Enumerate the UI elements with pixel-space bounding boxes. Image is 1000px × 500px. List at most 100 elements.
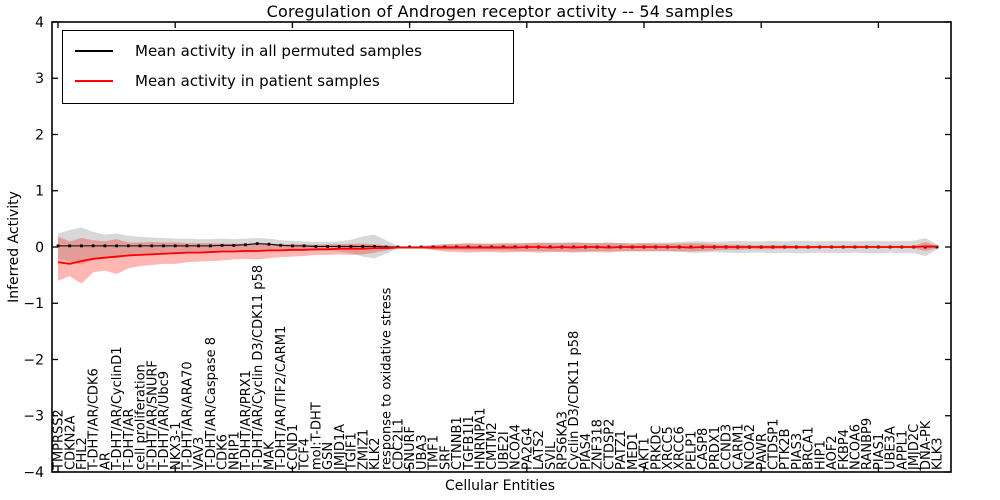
entity-label: PIAS4	[579, 433, 594, 470]
permuted-marker	[255, 242, 259, 246]
entity-label: PATZ1	[614, 430, 629, 470]
entity-label: SVIL	[544, 441, 559, 470]
permuted-marker	[279, 243, 283, 247]
y-tick-label: 3	[35, 71, 44, 87]
entity-label: T-DHT/AR/PRX1	[239, 370, 254, 471]
entity-label: TMPRSS2	[52, 409, 67, 471]
entity-label: T-DHT/AR/Ubc9	[157, 371, 172, 471]
entity-label: PAWR	[755, 433, 770, 470]
entity-label: DNA-PK	[919, 420, 934, 470]
permuted-marker	[337, 245, 341, 248]
entity-label: CTDSP1	[766, 419, 781, 470]
permuted-marker	[302, 244, 306, 248]
entity-label: T-DHT/AR/TIF2/CARM1	[274, 326, 289, 471]
permuted-marker	[244, 243, 247, 247]
entity-label: NKX3-1	[169, 422, 184, 470]
entity-label: NRIP1	[227, 431, 242, 470]
entity-label: RPS6KA3	[556, 411, 571, 470]
permuted-marker	[291, 244, 294, 248]
patient-mean-line	[57, 245, 937, 265]
entity-label: SRF	[438, 445, 453, 470]
entity-label: CDK6	[216, 434, 231, 470]
entity-label: JMJD1A	[333, 424, 348, 471]
entity-label: CASP8	[696, 428, 711, 470]
entity-label: response to oxidative stress	[380, 287, 395, 470]
entity-label: FKBP4	[837, 429, 852, 470]
permuted-marker	[349, 245, 353, 248]
permuted-std-band	[58, 227, 937, 265]
y-tick-label: −1	[23, 296, 44, 312]
entity-label: GSN	[321, 442, 336, 470]
entity-label: NCOA2	[743, 424, 758, 470]
entity-label: NCOA6	[849, 424, 864, 470]
permuted-marker	[126, 244, 130, 248]
permuted-marker	[384, 245, 388, 249]
permuted-marker	[326, 245, 329, 248]
entity-label: CTDSP2	[602, 419, 617, 470]
entity-label: KLK3	[931, 437, 946, 470]
permuted-marker	[138, 244, 142, 248]
entity-label: mol:T-DHT	[309, 402, 324, 470]
legend-label-permuted: Mean activity in all permuted samples	[135, 42, 422, 60]
entity-label: PIAS3	[790, 433, 805, 470]
entity-label: RANBP9	[860, 418, 875, 470]
y-tick-label: 4	[35, 15, 44, 31]
x-axis-label: Cellular Entities	[444, 478, 556, 494]
permuted-marker	[232, 243, 236, 247]
entity-label: T-DHT/AR	[122, 409, 137, 471]
entity-label: CCND3	[720, 424, 735, 470]
legend-item-permuted: Mean activity in all permuted samples	[75, 36, 501, 66]
permuted-marker	[162, 244, 165, 248]
permuted-marker	[103, 244, 107, 248]
entity-label: MED1	[626, 432, 641, 470]
legend: Mean activity in all permuted samples Me…	[62, 30, 514, 104]
entity-label: MAK	[263, 441, 278, 470]
entity-label: CCND1	[286, 424, 301, 470]
permuted-marker	[220, 243, 224, 247]
y-tick-label: 1	[35, 184, 44, 200]
entity-label: T-DHT/AR/Cyclin D3/CDK11 p58	[251, 265, 266, 471]
entity-label: PTK2B	[778, 429, 793, 471]
entity-label: XRCC5	[661, 426, 676, 470]
entity-label: PRKDC	[649, 426, 664, 470]
entity-label: KLK2	[368, 437, 383, 470]
permuted-marker	[185, 244, 189, 248]
entity-label: AOF2	[825, 435, 840, 470]
entity-label: TMF1	[427, 435, 442, 471]
entity-label: HIP1	[813, 440, 828, 470]
entity-label: UBE3A	[884, 426, 899, 470]
entity-label: T-DHT/AR/Caspase 8	[204, 337, 219, 471]
entity-label: PELP1	[684, 431, 699, 470]
entity-label: VAV3	[192, 437, 207, 470]
entity-label: UBE2I	[497, 431, 512, 470]
patient-std-band	[58, 236, 937, 284]
entity-label: TCF4	[298, 438, 313, 471]
entity-label: PIAS1	[872, 433, 887, 470]
permuted-marker	[91, 244, 95, 248]
permuted-marker	[208, 244, 212, 248]
permuted-marker	[267, 242, 271, 246]
entity-label: HNRNPA1	[473, 408, 488, 470]
permuted-marker	[373, 245, 376, 248]
permuted-line-swatch-icon	[75, 50, 113, 52]
entity-label: ZMIZ1	[356, 429, 371, 470]
entity-label: SNURF	[403, 426, 418, 470]
y-tick-label: 2	[35, 127, 44, 143]
entity-label: PRDX1	[708, 426, 723, 470]
entity-label: XRCC6	[673, 426, 688, 470]
entity-label: CTNNB1	[450, 416, 465, 470]
entity-label: NCOA4	[509, 424, 524, 470]
entity-label: BRCA1	[802, 426, 817, 470]
chart-title: Coregulation of Androgen receptor activi…	[266, 2, 734, 21]
entity-label: T-DHT/AR/ARA70	[180, 361, 195, 471]
entity-label: CMTM2	[485, 422, 500, 470]
legend-item-patient: Mean activity in patient samples	[75, 66, 501, 96]
entity-label: T-DHT/AR/CyclinD1	[110, 346, 125, 471]
entity-label: Cyclin D3/CDK11 p58	[567, 331, 582, 470]
entity-label: APPL1	[895, 430, 910, 470]
y-tick-label: 0	[35, 240, 44, 256]
entity-label: LATS2	[532, 430, 547, 470]
entity-label: CARM1	[731, 424, 746, 471]
entity-label: FHL2	[75, 437, 90, 470]
